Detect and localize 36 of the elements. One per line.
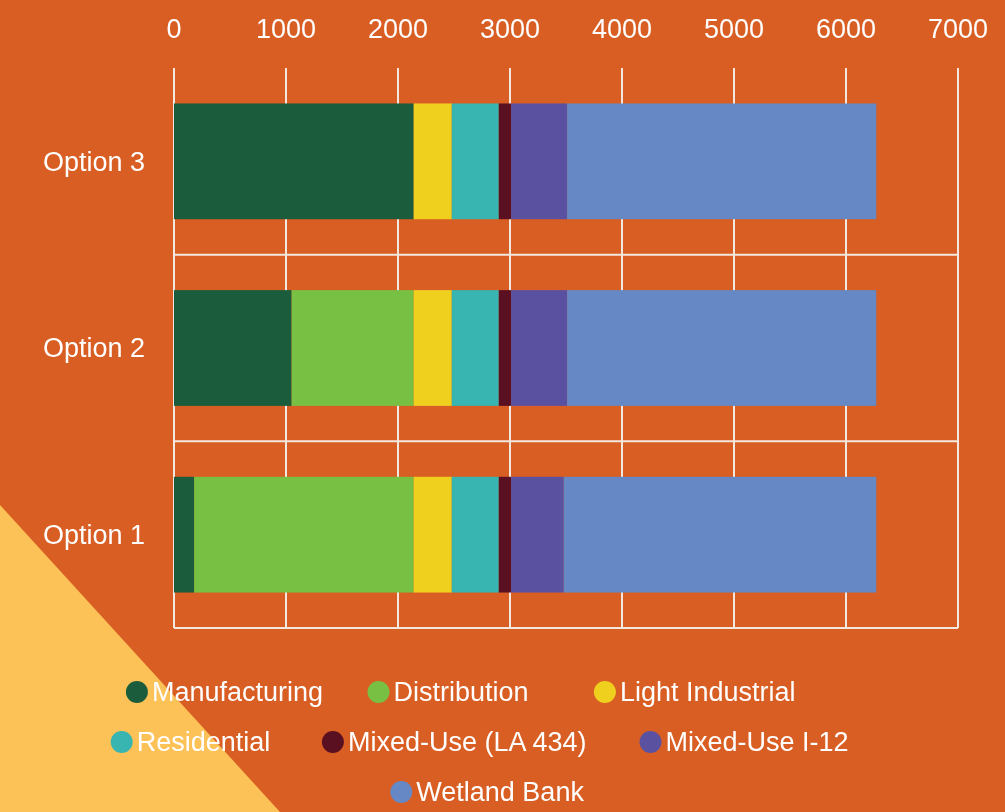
bar (413, 290, 452, 406)
bar (511, 476, 564, 593)
legend-label: Wetland Bank (416, 777, 585, 808)
bar (498, 476, 512, 593)
x-tick-label: 3000 (479, 14, 541, 44)
x-tick-label: 6000 (815, 14, 877, 44)
bar (511, 290, 568, 406)
x-tick-label: 7000 (927, 14, 989, 44)
legend-label: Light Industrial (619, 677, 796, 708)
x-tick-label: 4000 (591, 14, 653, 44)
bar (498, 103, 512, 220)
x-tick-label: 2000 (367, 14, 429, 44)
legend-label: Distribution (393, 677, 529, 708)
x-tick-label: 0 (166, 14, 182, 44)
bar (451, 476, 499, 593)
bar (511, 103, 568, 220)
bar (291, 290, 414, 406)
bar (563, 476, 877, 593)
y-tick-label: Option 1 (42, 520, 145, 551)
y-tick-label: Option 2 (42, 333, 145, 364)
legend-label: Manufacturing (151, 677, 324, 708)
x-tick-label: 5000 (703, 14, 765, 44)
legend-label: Mixed-Use (LA 434) (347, 727, 587, 758)
bar (413, 476, 452, 593)
legend-label: Mixed-Use I-12 (665, 727, 849, 758)
bar (413, 103, 452, 220)
bar (567, 290, 877, 406)
y-tick-label: Option 3 (42, 146, 145, 177)
bar (174, 103, 414, 220)
bar (174, 290, 292, 406)
bar (498, 290, 512, 406)
bar (174, 476, 195, 593)
bar (451, 290, 499, 406)
bar (567, 103, 877, 220)
bar (451, 103, 499, 220)
x-tick-label: 1000 (255, 14, 317, 44)
